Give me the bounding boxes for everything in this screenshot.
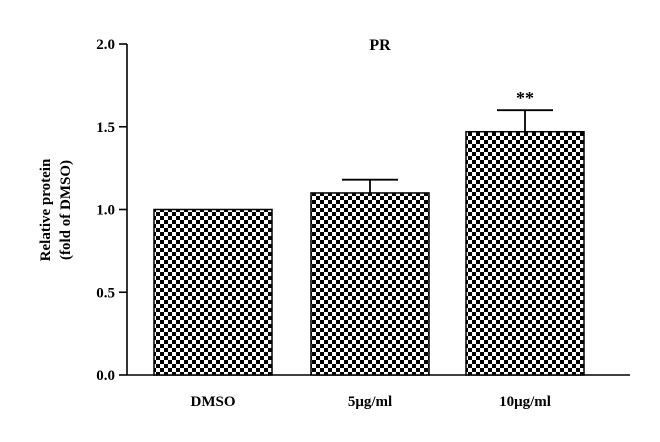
significance-annotations: ** <box>516 88 534 108</box>
x-axis-labels: DMSO 5μg/ml 10μg/ml <box>191 394 551 410</box>
x-tick-label: 5μg/ml <box>348 394 392 410</box>
y-axis-label: Relative protein (fold of DMSO) <box>38 158 74 261</box>
error-bars <box>342 109 553 193</box>
y-tick-label: 2.0 <box>96 37 115 53</box>
y-axis-ticks: 0.0 0.5 1.0 1.5 2.0 <box>96 37 127 384</box>
y-tick-label: 0.0 <box>96 368 115 384</box>
bar-1 <box>310 192 430 376</box>
y-axis-label-line-1: Relative protein <box>38 158 54 261</box>
y-tick-label: 0.5 <box>96 285 115 301</box>
significance-marker: ** <box>516 88 534 108</box>
chart-title: PR <box>369 37 391 54</box>
x-tick-label: DMSO <box>191 394 236 410</box>
y-tick-label: 1.5 <box>96 120 115 136</box>
y-tick-label: 1.0 <box>96 203 115 219</box>
bar-0 <box>153 208 273 376</box>
bars <box>153 130 585 376</box>
x-tick-label: 10μg/ml <box>499 394 551 410</box>
y-axis-label-line-2: (fold of DMSO) <box>58 160 74 260</box>
bar-2 <box>465 130 585 376</box>
